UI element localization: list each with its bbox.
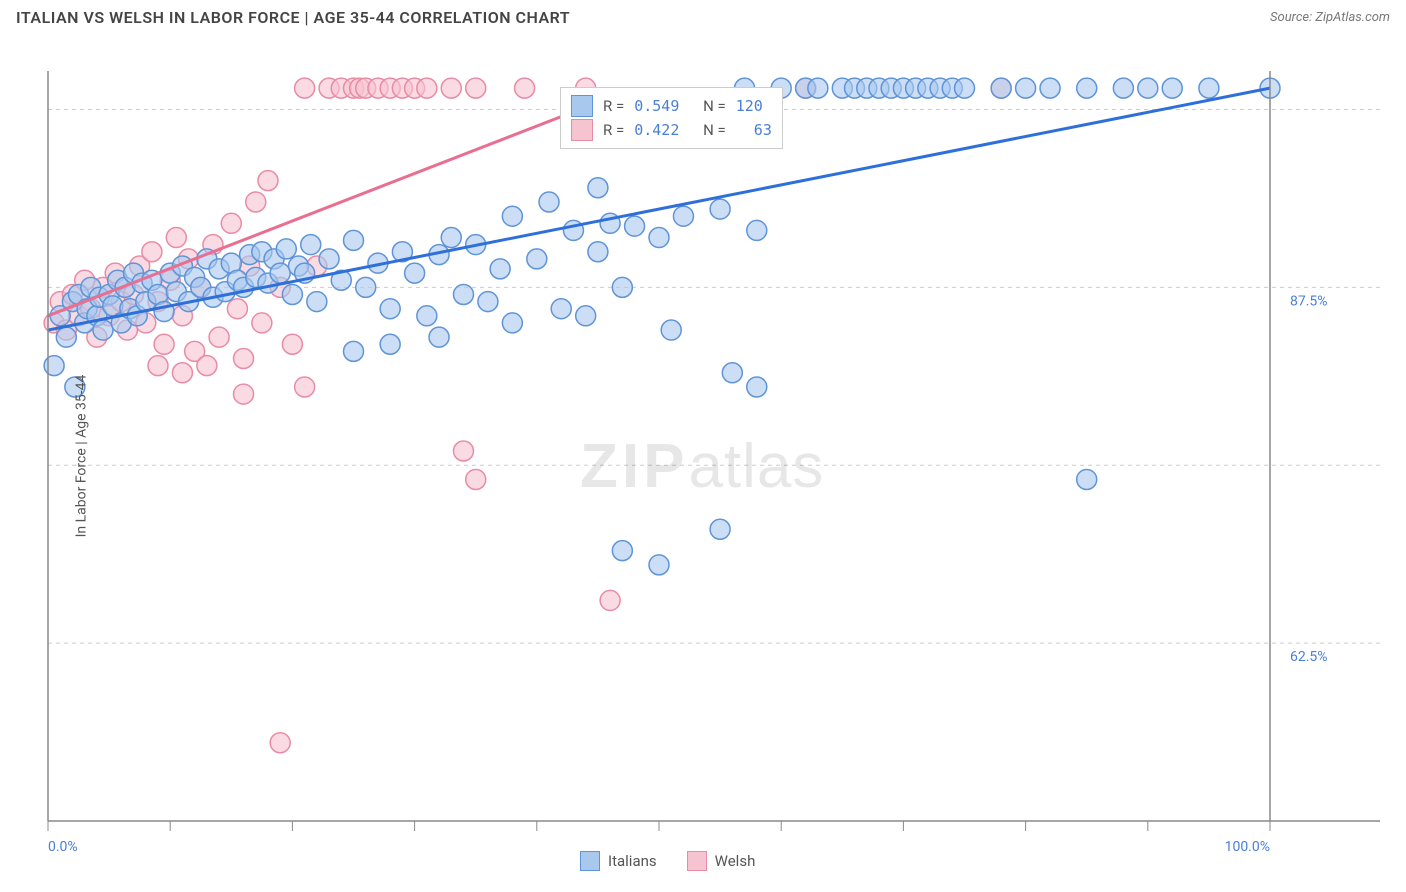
- svg-text:0.0%: 0.0%: [48, 839, 78, 855]
- chart-area: In Labor Force | Age 35-44 62.5% 87.5% 0.0…: [0, 31, 1406, 881]
- stats-row-welsh: R = 0.422 N = 63: [571, 118, 772, 142]
- svg-text:62.5%: 62.5%: [1290, 649, 1328, 665]
- swatch-pink-icon: [687, 851, 707, 871]
- legend-item-italians: Italians: [580, 851, 657, 871]
- svg-text:87.5%: 87.5%: [1290, 293, 1328, 309]
- stats-row-italians: R = 0.549 N = 120: [571, 94, 772, 118]
- legend-item-welsh: Welsh: [687, 851, 756, 871]
- svg-text:100.0%: 100.0%: [1225, 839, 1270, 855]
- chart-header: ITALIAN VS WELSH IN LABOR FORCE | AGE 35…: [0, 0, 1406, 31]
- swatch-blue-icon: [571, 95, 593, 117]
- stats-legend: R = 0.549 N = 120 R = 0.422 N = 63: [560, 87, 783, 149]
- chart-title: ITALIAN VS WELSH IN LABOR FORCE | AGE 35…: [16, 8, 570, 27]
- swatch-blue-icon: [580, 851, 600, 871]
- swatch-pink-icon: [571, 119, 593, 141]
- scatter-plot-svg: 62.5% 87.5% 0.0% 100.0%: [0, 31, 1406, 881]
- y-axis-label: In Labor Force | Age 35-44: [73, 375, 89, 538]
- source-attribution: Source: ZipAtlas.com: [1270, 10, 1390, 25]
- series-legend: Italians Welsh: [580, 851, 755, 871]
